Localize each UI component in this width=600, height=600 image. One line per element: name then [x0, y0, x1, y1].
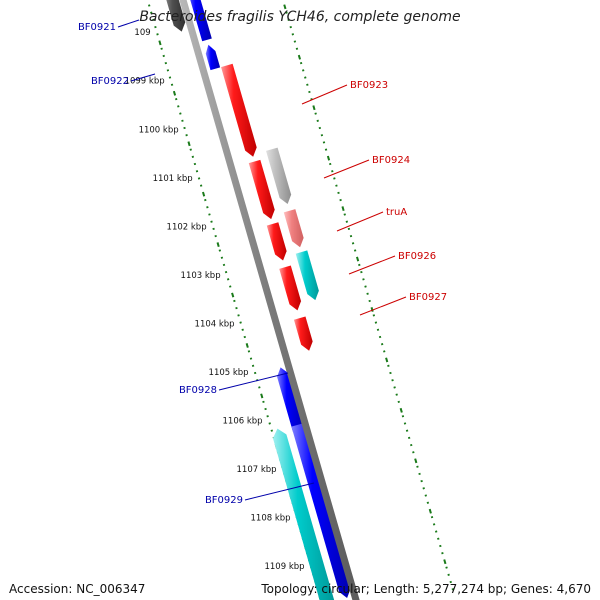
tick-label: 1106 kbp [223, 416, 263, 426]
tick-mark [312, 105, 316, 111]
tick-mark [385, 357, 389, 363]
labels: 109 1099 kbp 1100 kbp 1101 kbp 1102 kbp 1103 … [78, 19, 447, 572]
gene-label-BF0928: BF0928 [179, 385, 217, 396]
tick-label: 1101 kbp [153, 174, 193, 184]
feature-BF0927 [293, 316, 313, 351]
gene-features [166, 0, 351, 600]
topology-text: Topology: circular; Length: 5,277,274 bp… [261, 582, 591, 596]
tick-mark [341, 206, 345, 212]
leader-line [130, 73, 156, 82]
leader-line [359, 296, 407, 316]
tick-mark [187, 141, 191, 147]
leader-line [336, 211, 384, 232]
feature-BF0926 [295, 250, 319, 301]
feature-red-4 [279, 265, 302, 311]
feature-BF0924 [266, 147, 292, 205]
tick-label: 1108 kbp [251, 513, 291, 523]
tick-mark [260, 393, 264, 399]
tick-mark [283, 4, 287, 10]
tick-label: 1102 kbp [167, 222, 207, 232]
tick-label: 1103 kbp [181, 271, 221, 281]
gene-label-BF0927: BF0927 [409, 292, 447, 303]
feature-BF0922 [205, 44, 221, 71]
tick-mark [216, 242, 220, 248]
leader-line [244, 482, 315, 501]
tick-label: 1099 kbp [125, 77, 165, 87]
backbone [179, 0, 360, 600]
feature-BF0929 [272, 428, 335, 600]
tick-mark [326, 155, 331, 161]
accession-text: Accession: NC_006347 [9, 582, 146, 596]
feature-red-3 [266, 222, 287, 261]
tick-mark [172, 90, 177, 96]
feature-blue-2 [291, 423, 351, 598]
leader-line [323, 159, 370, 179]
leader-line [301, 84, 348, 105]
gene-label-BF0923: BF0923 [350, 80, 388, 91]
gene-label-BF0929: BF0929 [205, 495, 243, 506]
tick-mark [158, 40, 162, 46]
tick-mark [414, 458, 418, 464]
tick-label: 1105 kbp [209, 368, 249, 378]
leader-line [348, 255, 396, 275]
feature-BF0923 [221, 63, 257, 157]
gene-label-BF0926: BF0926 [398, 251, 436, 262]
feature-truA [283, 209, 304, 248]
tick-mark [370, 307, 374, 312]
tick-mark [443, 559, 447, 565]
backbone-line [179, 0, 360, 600]
tick-label: 1104 kbp [195, 319, 235, 329]
tick-label: 109 [134, 28, 150, 38]
feature-dark-1 [166, 0, 186, 32]
leader-line [117, 19, 140, 28]
tick-mark [428, 508, 432, 514]
map-title: Bacteroides fragilis YCH46, complete gen… [139, 9, 461, 25]
feature-BF0921 [190, 0, 212, 42]
tick-label: 1107 kbp [237, 465, 277, 475]
gene-label-BF0922: BF0922 [91, 76, 129, 87]
tick-mark [297, 54, 301, 60]
gene-label-BF0921: BF0921 [78, 22, 116, 33]
tick-label: 1100 kbp [139, 125, 179, 135]
tick-mark [245, 343, 249, 348]
tick-mark [231, 292, 235, 298]
tick-label: 1109 kbp [264, 562, 304, 572]
gene-label-BF0924: BF0924 [372, 155, 410, 166]
leader-line [218, 372, 289, 391]
feature-BF0928 [277, 367, 305, 432]
gene-label-truA: truA [386, 207, 407, 218]
tick-mark [356, 256, 360, 262]
tick-mark [202, 191, 206, 197]
feature-red-2 [248, 159, 275, 220]
tick-mark [399, 407, 403, 413]
